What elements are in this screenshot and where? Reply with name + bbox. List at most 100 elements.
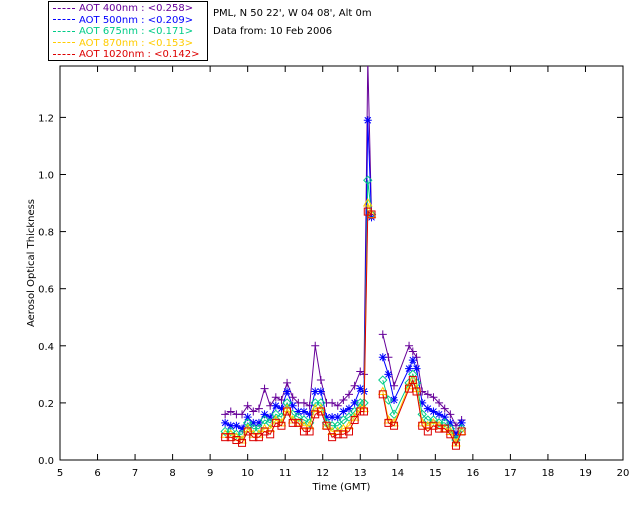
data-point [293,412,304,422]
legend-swatch [53,30,75,32]
data-point [363,175,373,185]
data-point [254,418,263,427]
data-point [355,398,365,408]
data-point [384,418,393,427]
x-tick-label: 20 [617,468,630,479]
data-point [254,423,264,434]
data-point [238,424,247,433]
data-point [339,430,348,439]
data-point [345,390,354,399]
data-point [242,418,253,428]
x-tick-label: 14 [391,468,404,479]
data-point [440,413,449,422]
data-point [356,384,365,393]
data-point [321,418,332,428]
x-tick-label: 15 [429,468,442,479]
x-tick-label: 11 [279,468,292,479]
data-point [350,398,359,407]
y-tick-label: 0.2 [38,399,54,410]
data-point [283,387,292,396]
data-point [328,433,337,442]
data-point [221,433,230,442]
data-point [260,410,269,419]
data-point [435,398,444,407]
data-point [294,418,303,427]
legend-item: AOT 675nm : <0.171> [53,26,193,38]
data-point [451,441,460,450]
data-point [249,433,258,442]
data-point [328,398,337,407]
y-axis-title: Aerosol Optical Thickness [26,199,37,327]
data-point [366,209,377,220]
x-tick-label: 13 [354,468,367,479]
data-point [294,407,303,416]
legend-swatch [53,42,75,43]
legend-swatch [53,7,75,9]
data-point [271,393,280,402]
x-tick-label: 12 [316,468,329,479]
y-axis-ticks: 0.0 0.2 0.4 0.6 0.8 1.0 1.2 [38,113,623,467]
x-axis-title: Time (GMT) [312,482,371,493]
data-point [271,409,281,420]
data-point [305,410,314,419]
data-point [364,56,372,64]
data-point [328,413,337,422]
data-point [435,424,444,433]
x-tick-label: 5 [57,468,63,479]
data-point [311,387,320,396]
series-group [220,56,467,450]
data-point [254,433,263,442]
x-axis-ticks: 5 6 7 8 9 10 11 12 13 14 15 16 17 18 19 20 [57,66,630,479]
data-point [311,410,320,419]
data-point [333,413,342,422]
data-point [226,421,235,430]
data-point [390,396,399,405]
data-point [299,427,308,436]
data-point [299,398,308,407]
data-point [457,418,466,427]
data-point [321,420,332,430]
data-point [378,390,387,399]
x-tick-label: 17 [504,468,517,479]
data-point [405,341,414,350]
data-point [249,407,258,416]
series-line [224,120,463,436]
data-point [418,398,427,407]
x-tick-label: 18 [542,468,555,479]
data-point [418,421,427,430]
data-point [238,438,247,447]
data-point [243,401,252,410]
legend-item: AOT 1020nm : <0.142> [53,49,199,61]
data-point [232,436,241,445]
data-point [333,421,343,431]
data-point [283,407,292,416]
data-point [360,407,369,416]
data-point [362,198,373,207]
data-point [408,347,417,356]
data-point [316,387,325,396]
data-point [412,387,421,396]
x-tick-label: 19 [579,468,592,479]
data-point [390,421,399,430]
series-line [224,66,462,427]
data-point [451,430,460,439]
data-point [405,384,414,393]
data-point [378,353,387,362]
y-tick-label: 0.4 [38,342,54,353]
data-point [429,407,438,416]
data-point [283,378,292,387]
y-tick-label: 1.2 [38,113,54,124]
data-point [367,210,376,219]
data-point [408,356,417,365]
data-point [237,429,247,440]
legend-label: AOT 400nm : <0.258> [79,3,194,14]
legend-label: AOT 1020nm : <0.142> [79,49,200,60]
data-point [429,421,438,430]
data-point [221,418,230,427]
data-point [266,413,275,422]
legend-item: AOT 500nm : <0.209> [53,15,193,27]
x-tick-label: 16 [466,468,479,479]
legend-label: AOT 500nm : <0.209> [79,14,194,26]
data-point [226,407,235,416]
